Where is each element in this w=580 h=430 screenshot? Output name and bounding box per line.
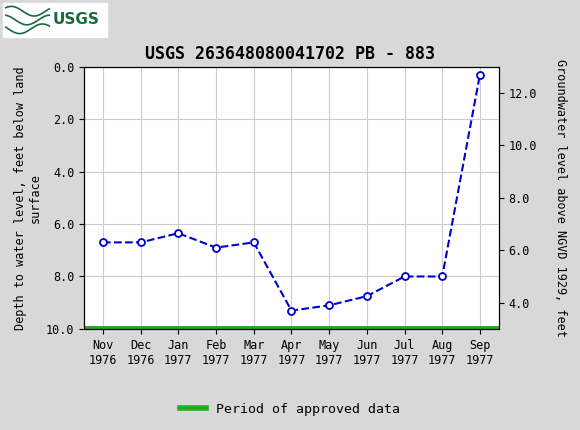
Legend: Period of approved data: Period of approved data <box>174 398 406 421</box>
Text: USGS: USGS <box>52 12 99 28</box>
Y-axis label: Groundwater level above NGVD 1929, feet: Groundwater level above NGVD 1929, feet <box>554 59 567 337</box>
Text: USGS 263648080041702 PB - 883: USGS 263648080041702 PB - 883 <box>145 45 435 63</box>
Bar <box>3 3 107 37</box>
Y-axis label: Depth to water level, feet below land
surface: Depth to water level, feet below land su… <box>14 66 42 330</box>
